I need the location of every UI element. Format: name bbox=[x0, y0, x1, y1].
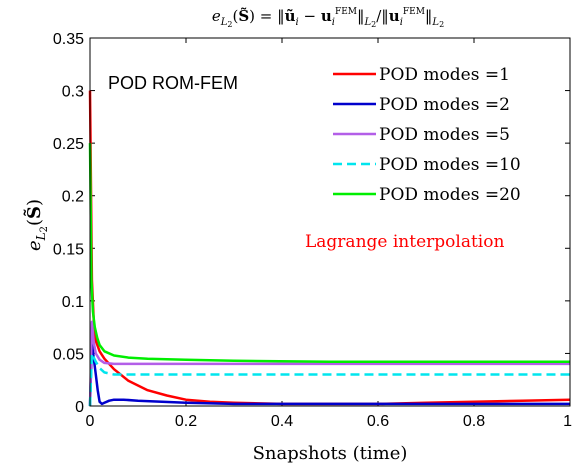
series-line-2 bbox=[88, 341, 570, 407]
series-line-5 bbox=[88, 143, 570, 364]
y-axis-label: eL2(S̃) bbox=[23, 199, 50, 251]
x-tick-label: 0 bbox=[86, 413, 95, 430]
series-group bbox=[88, 90, 571, 407]
legend-label-1: POD modes =1 bbox=[379, 65, 510, 85]
y-tick-label: 0.2 bbox=[62, 189, 84, 206]
y-tick-label: 0.05 bbox=[53, 346, 84, 363]
y-tick-label: 0.25 bbox=[53, 136, 84, 153]
x-tick-label: 0.6 bbox=[367, 413, 389, 430]
chart-title: eL2(S̃) = ‖ũi − uiFEM‖L2/‖uiFEM‖L2 bbox=[212, 7, 444, 29]
legend-label-3: POD modes =5 bbox=[379, 125, 510, 145]
y-tick-label: 0.1 bbox=[62, 294, 84, 311]
legend: POD modes =1 POD modes =2 POD modes =5 POD … bbox=[333, 65, 521, 205]
x-tick-label: 1 bbox=[563, 413, 572, 430]
legend-label-5: POD modes =20 bbox=[379, 185, 521, 205]
y-tick-label: 0.15 bbox=[53, 241, 84, 258]
y-tick-label: 0.35 bbox=[53, 31, 84, 48]
y-tick-label: 0.3 bbox=[62, 84, 84, 101]
annotation-pod-rom-fem: POD ROM-FEM bbox=[108, 73, 238, 93]
axis-ticks: 0 0.05 0.1 0.15 0.2 0.25 0.3 0.35 0 0.2 0.4 0.6 0.8 1 bbox=[53, 31, 572, 430]
legend-label-4: POD modes =10 bbox=[379, 155, 521, 175]
x-tick-label: 0.4 bbox=[271, 413, 293, 430]
plot-frame bbox=[89, 37, 571, 407]
legend-label-2: POD modes =2 bbox=[379, 95, 510, 115]
x-tick-label: 0.8 bbox=[463, 413, 485, 430]
x-axis-label: Snapshots (time) bbox=[253, 443, 408, 464]
annotation-lagrange: Lagrange interpolation bbox=[305, 232, 504, 252]
y-tick-label: 0 bbox=[75, 399, 84, 416]
series-line-4 bbox=[88, 352, 570, 407]
series-line-3 bbox=[88, 320, 570, 407]
x-tick-label: 0.2 bbox=[175, 413, 197, 430]
